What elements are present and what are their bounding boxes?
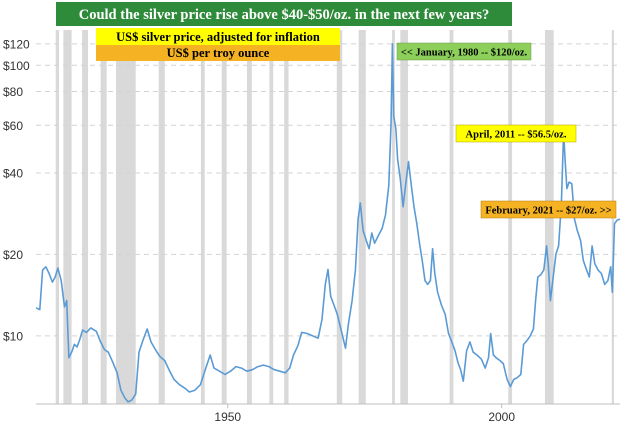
recession-band <box>115 30 136 404</box>
silver-price-line <box>35 43 621 403</box>
recession-band <box>82 30 89 404</box>
annotation-2021: February, 2021 -- $27/oz. >> <box>480 200 617 219</box>
legend-entry-unit: US$ per troy ounce <box>167 46 270 60</box>
recession-band <box>63 30 72 404</box>
x-tick-label: 2000 <box>488 410 515 424</box>
recession-band <box>158 30 165 404</box>
y-tick-label: $120 <box>3 37 30 51</box>
y-tick-label: $60 <box>3 119 23 133</box>
y-tick-label: $10 <box>3 329 23 343</box>
recession-band <box>400 30 408 404</box>
y-tick-label: $40 <box>3 166 23 180</box>
annotation-2011-text: April, 2011 -- $56.5/oz. <box>466 130 567 141</box>
recession-band <box>336 30 343 404</box>
recession-band <box>221 30 227 404</box>
recession-band <box>55 30 60 404</box>
y-tick-label: $20 <box>3 248 23 262</box>
x-axis-ticks: 1950 2000 <box>214 404 515 424</box>
price-series <box>35 43 621 403</box>
legend: US$ silver price, adjusted for inflation… <box>96 28 340 61</box>
annotation-2021-text: February, 2021 -- $27/oz. >> <box>485 206 611 217</box>
recession-band <box>100 30 107 404</box>
annotation-1980: << January, 1980 -- $120/oz. <box>396 42 532 61</box>
recession-band <box>392 30 395 404</box>
y-tick-label: $80 <box>3 85 23 99</box>
x-tick-label: 1950 <box>214 410 241 424</box>
y-tick-label: $100 <box>3 59 30 73</box>
recession-band <box>246 30 252 404</box>
chart-title: Could the silver price rise above $40-$5… <box>79 7 490 23</box>
recession-band <box>449 30 454 404</box>
recession-band <box>200 30 205 404</box>
y-axis-ticks: $120 $100 $80 $60 $40 $20 $10 <box>3 37 30 343</box>
recession-band <box>269 30 274 404</box>
chart-title-box: Could the silver price rise above $40-$5… <box>56 2 512 26</box>
recession-band <box>284 30 289 404</box>
annotation-1980-text: << January, 1980 -- $120/oz. <box>401 48 528 59</box>
legend-entry-price: US$ silver price, adjusted for inflation <box>116 30 320 44</box>
annotation-2011: April, 2011 -- $56.5/oz. <box>455 124 577 143</box>
